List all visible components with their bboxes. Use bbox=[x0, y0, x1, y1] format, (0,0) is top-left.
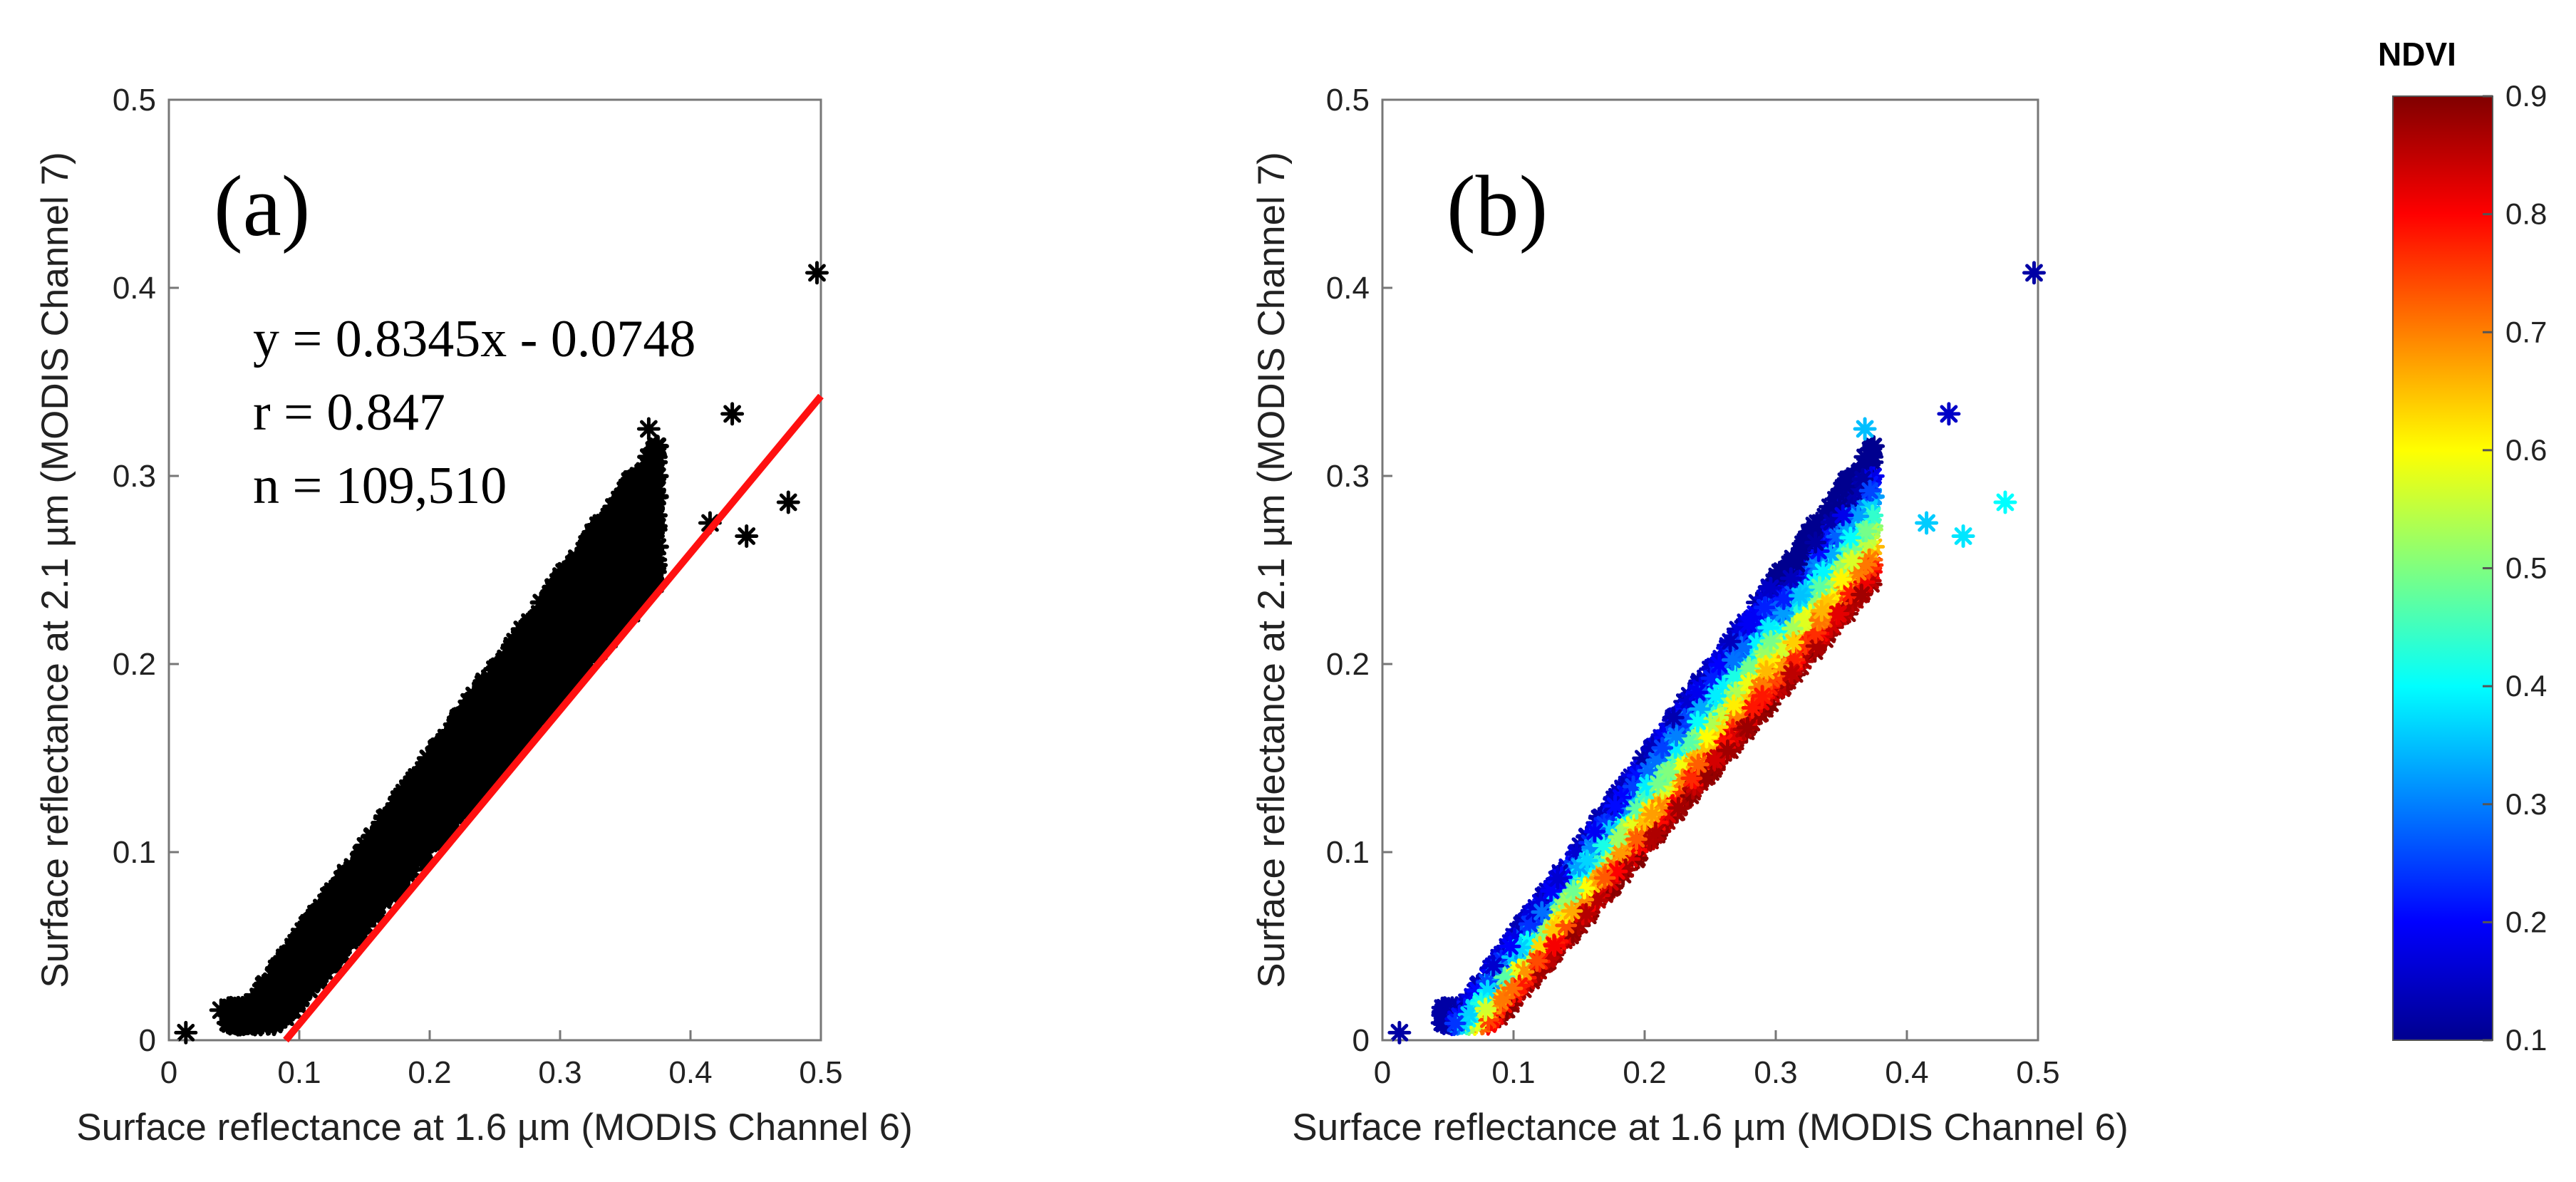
ticks-b: 0 0.1 0.2 0.3 0.4 0.5 0 0.1 0.2 0.3 0.4 0.5 bbox=[1326, 83, 2060, 1090]
y-axis-label-b: Surface reflectance at 2.1 µm (MODIS Cha… bbox=[1251, 152, 1293, 987]
y-tick-label: 0 bbox=[1352, 1023, 1370, 1058]
y-tick-label: 0.4 bbox=[1326, 271, 1370, 306]
colorbar-title: NDVI bbox=[2378, 36, 2456, 73]
x-tick-label: 0.2 bbox=[408, 1055, 451, 1090]
data-point bbox=[1915, 511, 1939, 535]
data-point bbox=[698, 511, 722, 535]
colorbar-tick-label: 0.1 bbox=[2505, 1023, 2547, 1057]
y-tick-label: 0.2 bbox=[113, 647, 156, 682]
n-value-text: n = 109,510 bbox=[253, 457, 507, 515]
y-tick-label: 0.3 bbox=[113, 459, 156, 494]
x-tick-label: 0 bbox=[1374, 1055, 1391, 1090]
colorbar-tick-label: 0.3 bbox=[2505, 787, 2547, 821]
data-point bbox=[720, 402, 745, 426]
data-point bbox=[174, 1020, 198, 1044]
x-tick-label: 0.3 bbox=[538, 1055, 581, 1090]
x-tick-label: 0.4 bbox=[1885, 1055, 1928, 1090]
regression-line bbox=[283, 393, 824, 1043]
y-tick-label: 0.1 bbox=[1326, 835, 1370, 870]
colorbar-tick-label: 0.2 bbox=[2505, 905, 2547, 938]
ticks-a: 0 0.1 0.2 0.3 0.4 0.5 0 0.1 0.2 0.3 0.4 0.5 bbox=[113, 83, 843, 1090]
x-tick-label: 0.1 bbox=[1491, 1055, 1535, 1090]
r-value-text: r = 0.847 bbox=[253, 383, 445, 442]
x-tick-label: 0.1 bbox=[277, 1055, 321, 1090]
panel-b: 0 0.1 0.2 0.3 0.4 0.5 0 0.1 0.2 0.3 0.4 0.5 (b) Sur… bbox=[1251, 83, 2128, 1149]
data-point bbox=[209, 998, 233, 1022]
colorbar-ticks: 0.1 0.2 0.3 0.4 0.5 0.6 0.7 0.8 0.9 bbox=[2483, 79, 2547, 1057]
x-tick-label: 0.4 bbox=[668, 1055, 712, 1090]
y-tick-label: 0.2 bbox=[1326, 647, 1370, 682]
colorbar-tick-label: 0.8 bbox=[2505, 197, 2547, 231]
plot-frame-b bbox=[1381, 98, 2039, 1042]
colorbar-tick-label: 0.4 bbox=[2505, 669, 2547, 703]
colorbar-tick-label: 0.6 bbox=[2505, 433, 2547, 467]
data-point bbox=[1387, 1020, 1412, 1044]
x-tick-label: 0 bbox=[160, 1055, 177, 1090]
point-cloud-b bbox=[1430, 435, 1886, 1037]
data-point bbox=[1993, 490, 2017, 514]
panel-label-b: (b) bbox=[1447, 158, 1548, 254]
x-axis-label-b: Surface reflectance at 1.6 µm (MODIS Cha… bbox=[1292, 1106, 2128, 1149]
x-tick-label: 0.5 bbox=[799, 1055, 842, 1090]
y-tick-label: 0.5 bbox=[113, 83, 156, 118]
colorbar-tick-label: 0.7 bbox=[2505, 315, 2547, 348]
point-cloud-a bbox=[216, 434, 669, 1037]
panel-label-a: (a) bbox=[214, 158, 310, 254]
y-tick-label: 0.1 bbox=[113, 835, 156, 870]
equation-text: y = 0.8345x - 0.0748 bbox=[253, 310, 695, 368]
outlier-points-a bbox=[174, 261, 829, 1044]
colorbar-tick-label: 0.5 bbox=[2505, 551, 2547, 585]
data-point bbox=[735, 524, 759, 548]
colorbar-tick-label: 0.9 bbox=[2505, 79, 2547, 113]
data-point bbox=[636, 417, 661, 441]
x-tick-label: 0.2 bbox=[1623, 1055, 1666, 1090]
data-point bbox=[1853, 417, 1877, 441]
y-axis-label-a: Surface reflectance at 2.1 µm (MODIS Cha… bbox=[34, 152, 76, 987]
data-point bbox=[1951, 524, 1975, 548]
data-point bbox=[805, 261, 829, 285]
data-point bbox=[776, 490, 800, 514]
data-point bbox=[2022, 261, 2046, 285]
data-point bbox=[1937, 402, 1961, 426]
y-tick-label: 0.4 bbox=[113, 271, 156, 306]
x-tick-label: 0.3 bbox=[1754, 1055, 1797, 1090]
outlier-points-b bbox=[1387, 261, 2046, 1044]
y-tick-label: 0.3 bbox=[1326, 459, 1370, 494]
x-tick-label: 0.5 bbox=[2016, 1055, 2059, 1090]
y-tick-label: 0 bbox=[139, 1023, 156, 1058]
plot-frame-a bbox=[167, 98, 822, 1042]
panel-a: 0 0.1 0.2 0.3 0.4 0.5 0 0.1 0.2 0.3 0.4 0.5 (a) y =… bbox=[34, 83, 913, 1149]
x-axis-label-a: Surface reflectance at 1.6 µm (MODIS Cha… bbox=[76, 1106, 912, 1149]
y-tick-label: 0.5 bbox=[1326, 83, 1370, 118]
colorbar-gradient bbox=[2392, 95, 2493, 1041]
ndvi-colorbar: NDVI 0.1 0.2 0.3 0.4 0.5 0.6 0.7 0.8 0.9 bbox=[2378, 36, 2547, 1057]
